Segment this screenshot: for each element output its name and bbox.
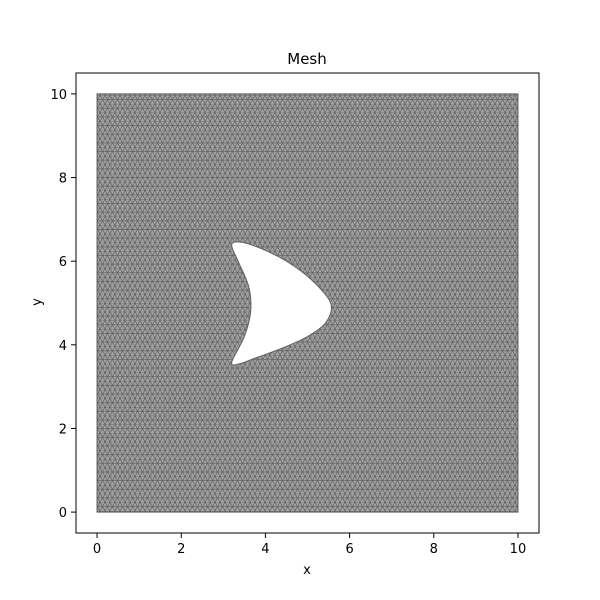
chart-title: Mesh — [287, 50, 327, 68]
x-tick-label: 8 — [430, 542, 438, 557]
y-tick-label: 10 — [50, 88, 67, 103]
x-tick-label: 4 — [261, 542, 269, 557]
y-tick-label: 8 — [59, 172, 67, 187]
y-axis-label: y — [30, 298, 45, 306]
x-tick-label: 0 — [93, 542, 101, 557]
y-tick-label: 2 — [59, 422, 67, 437]
y-tick-label: 0 — [59, 506, 67, 521]
x-axis-label: x — [303, 563, 311, 578]
x-tick-label: 10 — [510, 542, 527, 557]
x-tick-label: 2 — [177, 542, 185, 557]
y-tick-label: 6 — [59, 255, 67, 270]
y-axis-ticks: 0 2 4 6 8 10 — [50, 88, 76, 521]
axes-frame — [75, 72, 540, 534]
y-tick-label: 4 — [59, 339, 67, 354]
mesh-hole — [231, 241, 333, 366]
plot-area — [75, 72, 540, 534]
x-axis-ticks: 0 2 4 6 8 10 — [93, 533, 526, 557]
x-tick-label: 6 — [345, 542, 353, 557]
